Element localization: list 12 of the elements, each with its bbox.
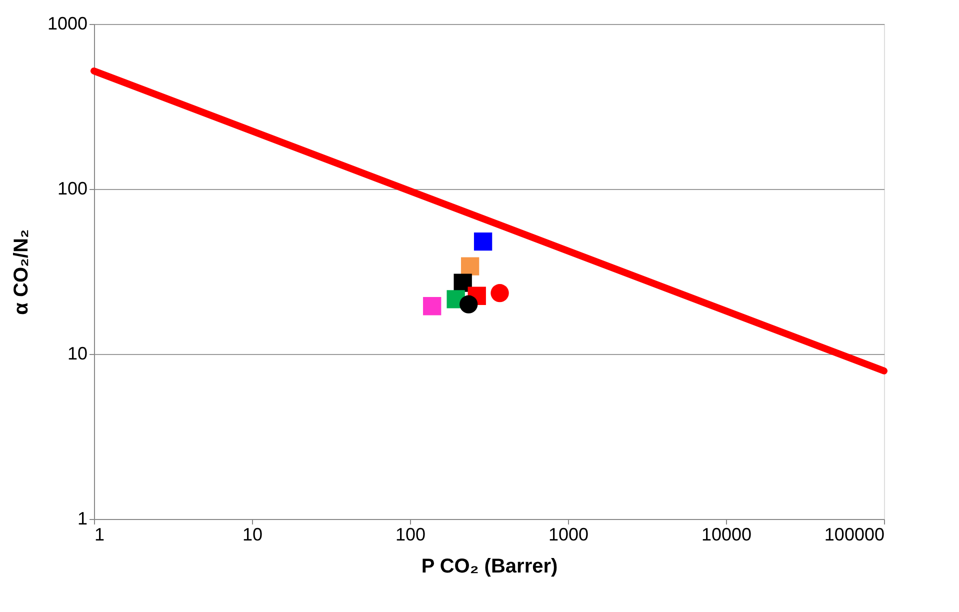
- y-tick-label: 1: [77, 508, 88, 528]
- x-tick-label: 100: [395, 524, 426, 544]
- x-tick-label: 1: [94, 524, 105, 544]
- x-tick-label: 100000: [824, 524, 884, 544]
- y-tick-label: 10: [67, 344, 88, 364]
- y-tick-label: 1000: [47, 14, 88, 34]
- x-tick-label: 1000: [548, 524, 589, 544]
- x-tick-label: 10000: [701, 524, 752, 544]
- y-axis-title: α CO₂/N₂: [10, 229, 32, 315]
- x-tick-label: 10: [242, 524, 263, 544]
- x-axis-title: P CO₂ (Barrer): [421, 556, 558, 578]
- y-tick-label: 100: [57, 178, 88, 198]
